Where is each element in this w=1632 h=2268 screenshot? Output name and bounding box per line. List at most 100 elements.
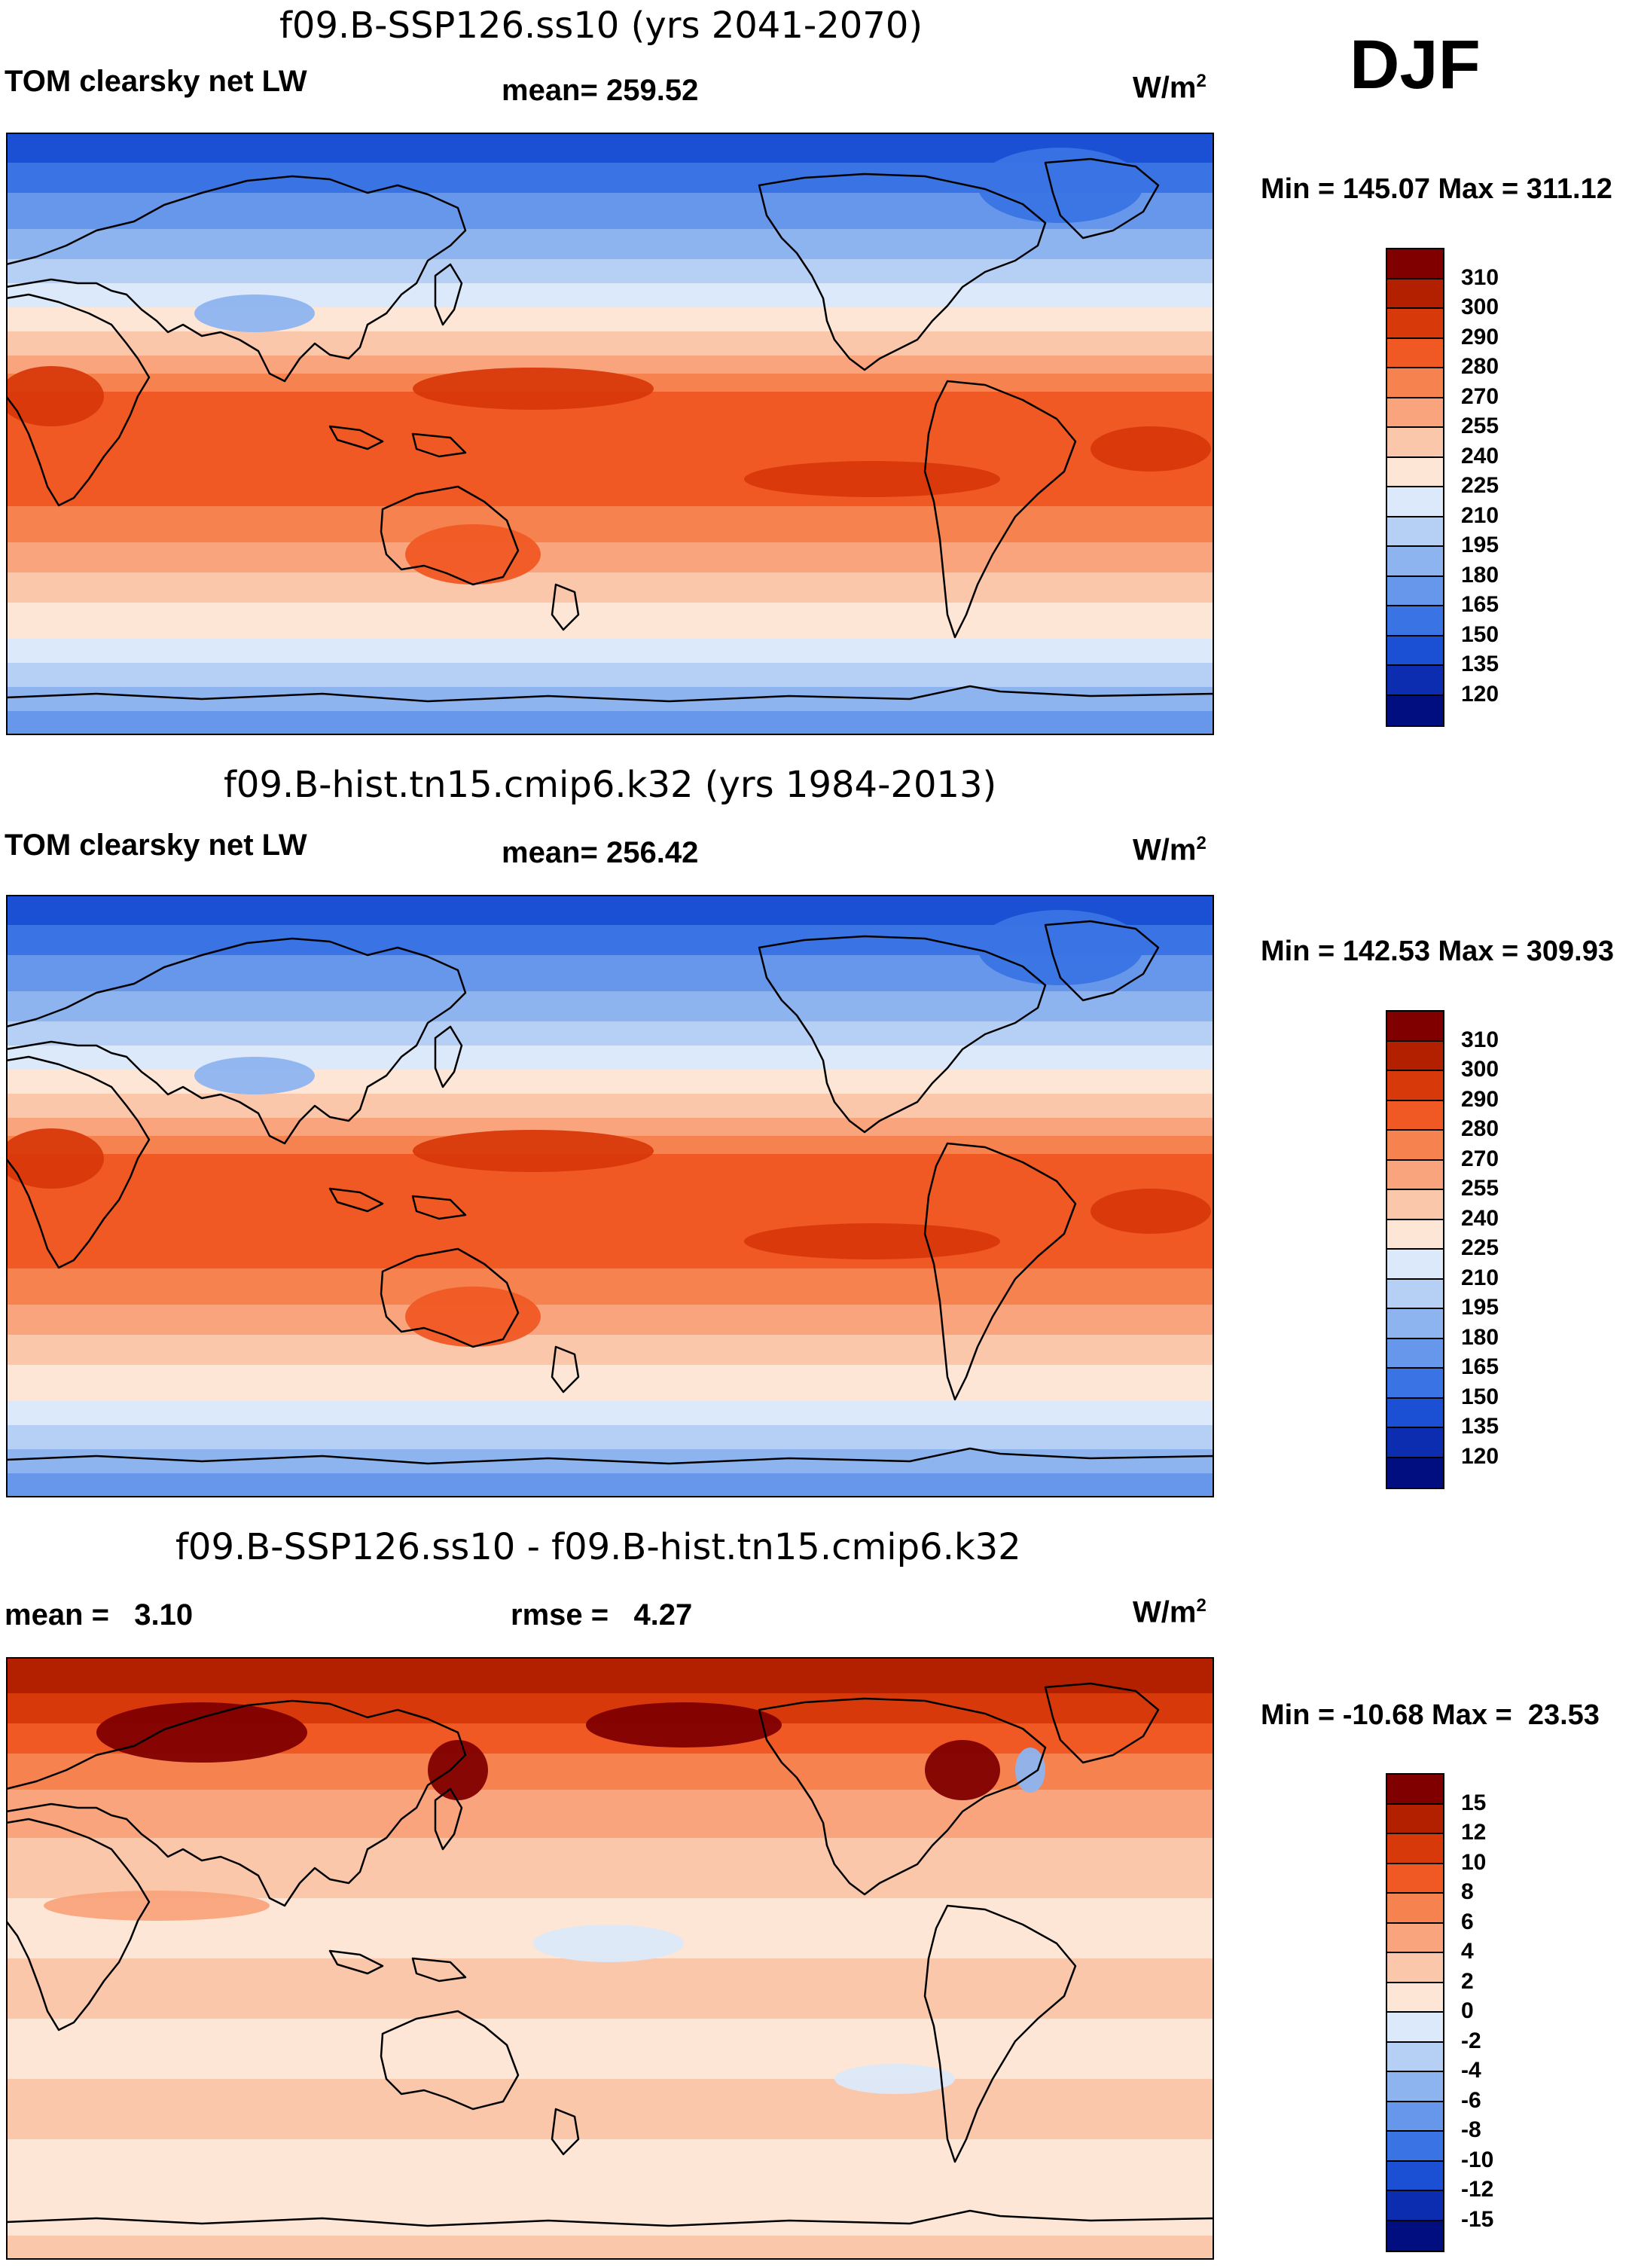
map-frame (6, 895, 1214, 1497)
contour-band (6, 542, 1214, 573)
contour-blob (44, 1891, 270, 1921)
contour-band (6, 603, 1214, 639)
colorbar-swatch (1387, 1190, 1443, 1220)
colorbar-tick-label: -8 (1461, 2117, 1481, 2142)
panel2-units-text: W/m (1133, 833, 1197, 867)
contour-blob (744, 1223, 1000, 1259)
contour-blob (1091, 426, 1211, 472)
contour-blob (413, 368, 654, 410)
colorbar-tick-label: 150 (1461, 621, 1499, 647)
colorbar-swatch (1387, 279, 1443, 309)
coastline (380, 2010, 520, 2111)
coastline (380, 485, 520, 586)
colorbar-tick-label: 165 (1461, 592, 1499, 617)
contour-band (6, 2139, 1214, 2200)
colorbar-swatch (1387, 1071, 1443, 1101)
contour-band (6, 476, 1214, 507)
contour-band (6, 1021, 1214, 1046)
panel2-title: f09.B-hist.tn15.cmip6.k32 (yrs 1984-2013… (224, 764, 997, 806)
coastline (1044, 920, 1160, 1002)
contour-blob (1015, 1748, 1045, 1793)
contour-band (6, 1172, 1214, 1197)
colorbar-swatch (1387, 2221, 1443, 2251)
colorbar-tick-label: -6 (1461, 2087, 1481, 2113)
coastline (328, 1949, 384, 1975)
colorbar-tick-label: 180 (1461, 562, 1499, 588)
colorbar-swatch (1387, 1834, 1443, 1864)
contour-blob (405, 524, 541, 585)
colorbar-swatch (1387, 338, 1443, 368)
contour-band (6, 259, 1214, 284)
colorbar-tick-label: 4 (1461, 1939, 1474, 1964)
colorbar-tick-label: 210 (1461, 502, 1499, 528)
colorbar-swatch (1387, 249, 1443, 279)
coastline (328, 1187, 384, 1213)
colorbar-tick-label: 300 (1461, 1057, 1499, 1082)
contour-band (6, 2079, 1214, 2140)
contour-blob (96, 1702, 307, 1763)
colorbar-swatch (1387, 1100, 1443, 1131)
contour-band (6, 1958, 1214, 2019)
coastline (551, 1345, 580, 1393)
colorbar-tick-label: 300 (1461, 295, 1499, 319)
colorbar-swatch (1387, 1923, 1443, 1953)
colorbar-tick-label: -12 (1461, 2177, 1494, 2202)
colorbar-swatch (1387, 1250, 1443, 1280)
panel3-minmax: Min = -10.68 Max = 23.53 (1261, 1699, 1600, 1731)
colorbar-swatch (1387, 1775, 1443, 1805)
coastline (6, 1055, 151, 1269)
panel2-variable-label: TOM clearsky net LW (5, 829, 307, 862)
colorbar-swatch (1387, 487, 1443, 517)
coastline (758, 172, 1047, 371)
contour-band (6, 1305, 1214, 1335)
contour-blob (1091, 1189, 1211, 1234)
map-svg (6, 1657, 1214, 2260)
contour-band (6, 1657, 1214, 1694)
colorbar-tick-label: 8 (1461, 1879, 1474, 1904)
colorbar-tick-label: 280 (1461, 354, 1499, 379)
coastline (6, 2209, 1214, 2260)
map-svg (6, 133, 1214, 735)
panel3-title: f09.B-SSP126.ss10 - f09.B-hist.tn15.cmip… (175, 1526, 1021, 1568)
colorbar-tick-label: 240 (1461, 1205, 1499, 1231)
coastline (411, 1957, 467, 1983)
panel2-colorbar (1386, 1010, 1444, 1489)
contour-blob (978, 910, 1143, 985)
panel1-units-exp: 2 (1196, 71, 1206, 91)
contour-band (6, 2019, 1214, 2080)
colorbar-tick-label: 120 (1461, 681, 1499, 707)
season-label: DJF (1350, 26, 1481, 103)
panel3-mean-label: mean = 3.10 (5, 1598, 194, 1632)
colorbar-tick-label: 0 (1461, 1998, 1474, 2023)
contour-blob (978, 148, 1143, 223)
colorbar-swatch (1387, 1804, 1443, 1834)
colorbar-tick-label: 2 (1461, 1968, 1474, 1994)
contour-blob (194, 1057, 315, 1094)
colorbar-swatch (1387, 398, 1443, 428)
contour-band (6, 2236, 1214, 2260)
colorbar-swatch (1387, 2102, 1443, 2132)
coastline (551, 2108, 580, 2156)
contour-band (6, 1238, 1214, 1269)
colorbar-swatch (1387, 1458, 1443, 1488)
colorbar-swatch (1387, 428, 1443, 458)
colorbar-tick-label: 150 (1461, 1384, 1499, 1409)
panel3-map (6, 1657, 1214, 2260)
colorbar-tick-label: 225 (1461, 1235, 1499, 1260)
colorbar-swatch (1387, 547, 1443, 577)
coastline (923, 1142, 1077, 1401)
colorbar-tick-label: 10 (1461, 1849, 1487, 1875)
contour-band (6, 506, 1214, 543)
coastline (434, 263, 463, 326)
contour-band (6, 1196, 1214, 1239)
colorbar-tick-label: 225 (1461, 473, 1499, 498)
colorbar-swatch (1387, 1131, 1443, 1161)
panel3-colorbar (1386, 1773, 1444, 2252)
panel3-rmse-label: rmse = 4.27 (511, 1598, 693, 1632)
panel3-units: W/m2 (1133, 1597, 1206, 1628)
colorbar-tick-label: -4 (1461, 2058, 1481, 2083)
contour-blob (6, 366, 104, 426)
colorbar-tick-label: 210 (1461, 1265, 1499, 1290)
coastline (923, 380, 1077, 639)
panel2-units: W/m2 (1133, 835, 1206, 865)
